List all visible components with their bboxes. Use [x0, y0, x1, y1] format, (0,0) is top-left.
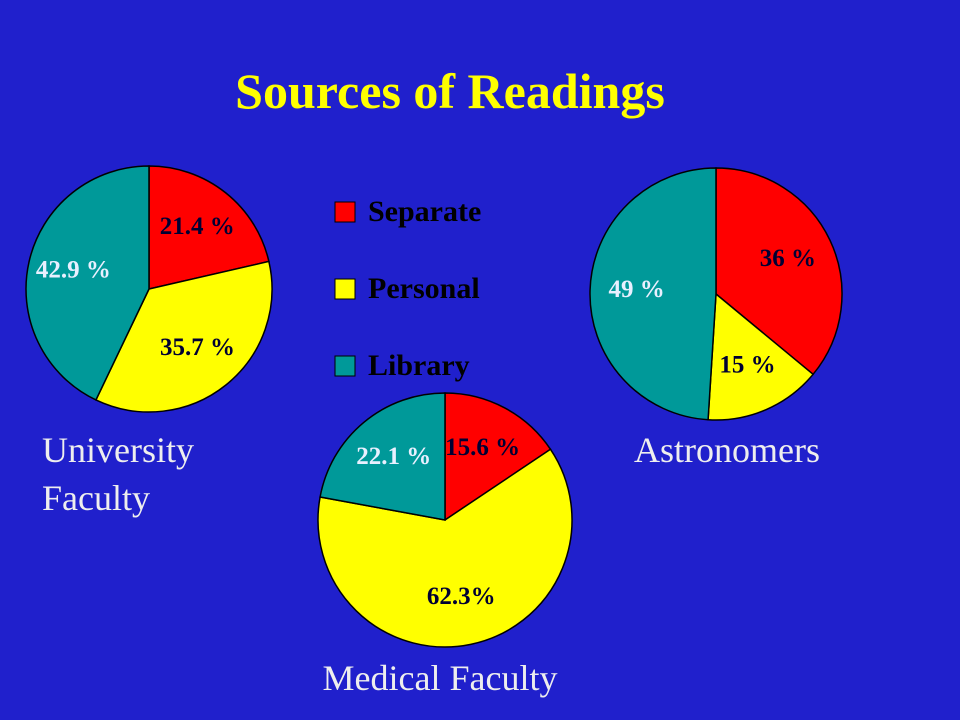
value-label: 21.4 % [160, 213, 235, 240]
pie-title: Astronomers [634, 430, 820, 470]
value-label: 36 % [760, 245, 816, 272]
value-label: 15.6 % [445, 434, 520, 461]
value-label: 49 % [609, 276, 665, 303]
legend-label: Separate [368, 195, 481, 228]
value-label: 22.1 % [356, 443, 431, 470]
pie-slice [25, 165, 150, 401]
value-label: 15 % [719, 352, 775, 379]
slide-title: Sources of Readings [235, 63, 665, 119]
pie-slice [94, 260, 273, 413]
pie-title: Medical Faculty [322, 658, 558, 698]
pie-slice [148, 165, 270, 290]
pie-title: University Faculty [42, 430, 194, 518]
pie-slice [589, 167, 717, 421]
pie-slice [319, 392, 446, 521]
pie-slice [715, 167, 843, 376]
legend-swatch [334, 355, 356, 377]
value-label: 35.7 % [160, 334, 235, 361]
pie-slice [444, 392, 552, 522]
legend-label: Personal [368, 272, 480, 305]
value-label: 42.9 % [36, 257, 111, 284]
legend-label: Library [368, 349, 470, 382]
pie-slice [317, 448, 573, 648]
legend-swatch [334, 278, 356, 300]
pie-slice [707, 292, 815, 421]
value-label: 62.3% [427, 583, 496, 610]
legend-swatch [334, 201, 356, 223]
